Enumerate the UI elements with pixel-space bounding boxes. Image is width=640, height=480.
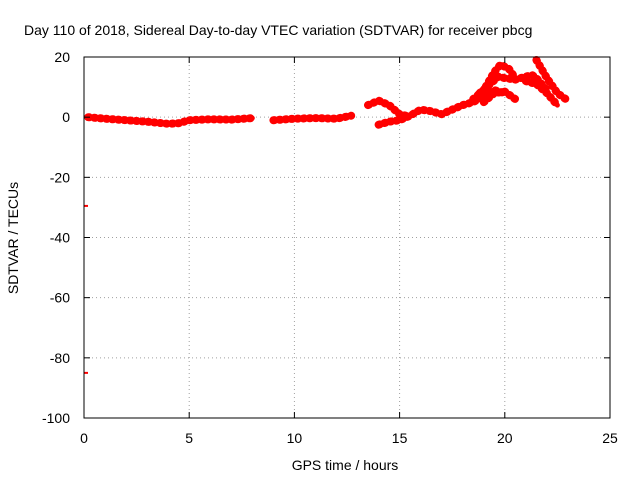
- x-tick-label: 15: [392, 430, 408, 446]
- x-tick-label: 5: [185, 430, 193, 446]
- y-tick-label: -40: [50, 230, 70, 246]
- y-tick-label: -20: [50, 169, 70, 185]
- x-tick-label: 20: [497, 430, 513, 446]
- axis-ticks: 0 5 10 15 20 25 -100 -80 -60 -40 -20 0 20: [42, 49, 618, 446]
- y-tick-label: 20: [54, 49, 70, 65]
- series-marks-arc-3: [364, 96, 410, 120]
- series-marks-arc-8: [532, 56, 570, 104]
- series-marks-arc-2: [269, 111, 356, 125]
- y-tick-label: -60: [50, 290, 70, 306]
- y-axis-title: SDTVAR / TECUs: [5, 182, 21, 294]
- x-axis-title: GPS time / hours: [292, 457, 399, 473]
- y-tick-label: 0: [62, 109, 70, 125]
- x-tick-label: 0: [80, 430, 88, 446]
- x-tick-label: 10: [287, 430, 303, 446]
- series-marks-arc-9: [521, 77, 562, 110]
- plot-frame: [83, 56, 611, 419]
- y-tick-label: -100: [42, 410, 70, 426]
- series-marks-arc-7: [479, 87, 520, 107]
- chart-title: Day 110 of 2018, Sidereal Day-to-day VTE…: [24, 22, 532, 38]
- plot-series: [84, 56, 570, 374]
- grid-lines: [84, 57, 610, 418]
- x-tick-label: 25: [602, 430, 618, 446]
- y-tick-label: -80: [50, 350, 70, 366]
- series-marks-arc-4: [374, 86, 509, 129]
- series-marks-arc-6: [475, 71, 551, 98]
- series-marks-arc-1: [84, 113, 257, 128]
